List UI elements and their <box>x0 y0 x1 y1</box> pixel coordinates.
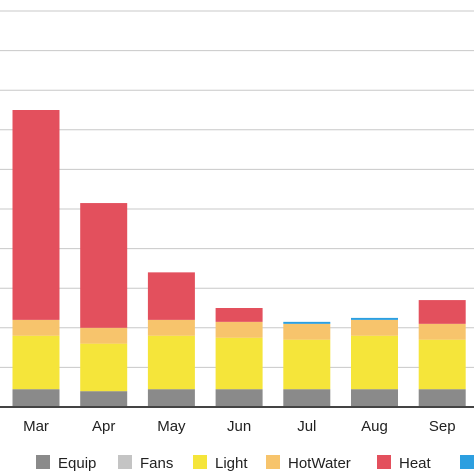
bar-segment-heat-sep <box>418 300 466 324</box>
x-tick-label: Sep <box>429 418 456 435</box>
x-tick-label: Jun <box>227 418 251 435</box>
bar-segment-light-jun <box>215 337 263 390</box>
bar-segment-series-5-aug <box>351 317 398 320</box>
bar-segment-light-apr <box>80 343 128 392</box>
bar-segment-equip-mar <box>12 389 60 407</box>
bar-segment-light-aug <box>351 335 398 390</box>
bar-segment-heat-mar <box>12 110 60 320</box>
legend-swatch <box>377 455 391 469</box>
bar-segment-heat-apr <box>80 203 128 328</box>
x-tick-labels: Mar Apr May Jun Jul Aug Sep <box>23 418 455 435</box>
legend-item-heat[interactable]: Heat <box>377 455 432 472</box>
legend: Equip Fans Light HotWater Heat <box>36 455 474 472</box>
legend-swatch <box>193 455 207 469</box>
legend-item-fans[interactable]: Fans <box>118 455 173 472</box>
x-tick-label: May <box>157 418 186 435</box>
bar-segment-hotwater-jul <box>283 323 331 340</box>
bar-segment-hotwater-mar <box>12 319 60 336</box>
bar-segment-equip-aug <box>351 389 398 407</box>
x-tick-label: Jul <box>297 418 316 435</box>
legend-item-hotwater[interactable]: HotWater <box>266 455 351 472</box>
bars <box>12 110 466 407</box>
bar-segment-heat-jun <box>215 308 263 322</box>
bar-segment-hotwater-jun <box>215 321 263 338</box>
bar-segment-hotwater-aug <box>351 319 398 336</box>
bar-segment-heat-may <box>147 272 195 320</box>
legend-item-series-5[interactable] <box>460 455 474 469</box>
legend-swatch <box>36 455 50 469</box>
x-tick-label: Aug <box>361 418 388 435</box>
legend-item-light[interactable]: Light <box>193 455 248 472</box>
legend-swatch <box>266 455 280 469</box>
bar-segment-light-jul <box>283 339 331 390</box>
bar-segment-series-5-jul <box>283 321 331 324</box>
legend-swatch <box>118 455 132 469</box>
legend-label: Fans <box>140 455 173 472</box>
legend-label: HotWater <box>288 455 351 472</box>
bar-segment-light-mar <box>12 335 60 390</box>
legend-label: Light <box>215 455 248 472</box>
legend-label: Heat <box>399 455 432 472</box>
legend-item-equip[interactable]: Equip <box>36 455 96 472</box>
x-tick-label: Mar <box>23 418 49 435</box>
bar-segment-equip-jul <box>283 389 331 407</box>
bar-segment-hotwater-may <box>147 319 195 336</box>
bar-segment-hotwater-sep <box>418 323 466 340</box>
legend-label: Equip <box>58 455 96 472</box>
bar-segment-equip-may <box>147 389 195 407</box>
bar-segment-light-may <box>147 335 195 390</box>
x-tick-label: Apr <box>92 418 115 435</box>
bar-segment-equip-jun <box>215 389 263 407</box>
bar-segment-light-sep <box>418 339 466 390</box>
gridlines <box>0 10 474 368</box>
bar-segment-hotwater-apr <box>80 327 128 344</box>
bar-segment-equip-sep <box>418 389 466 407</box>
bar-segment-equip-apr <box>80 391 128 407</box>
legend-swatch <box>460 455 474 469</box>
